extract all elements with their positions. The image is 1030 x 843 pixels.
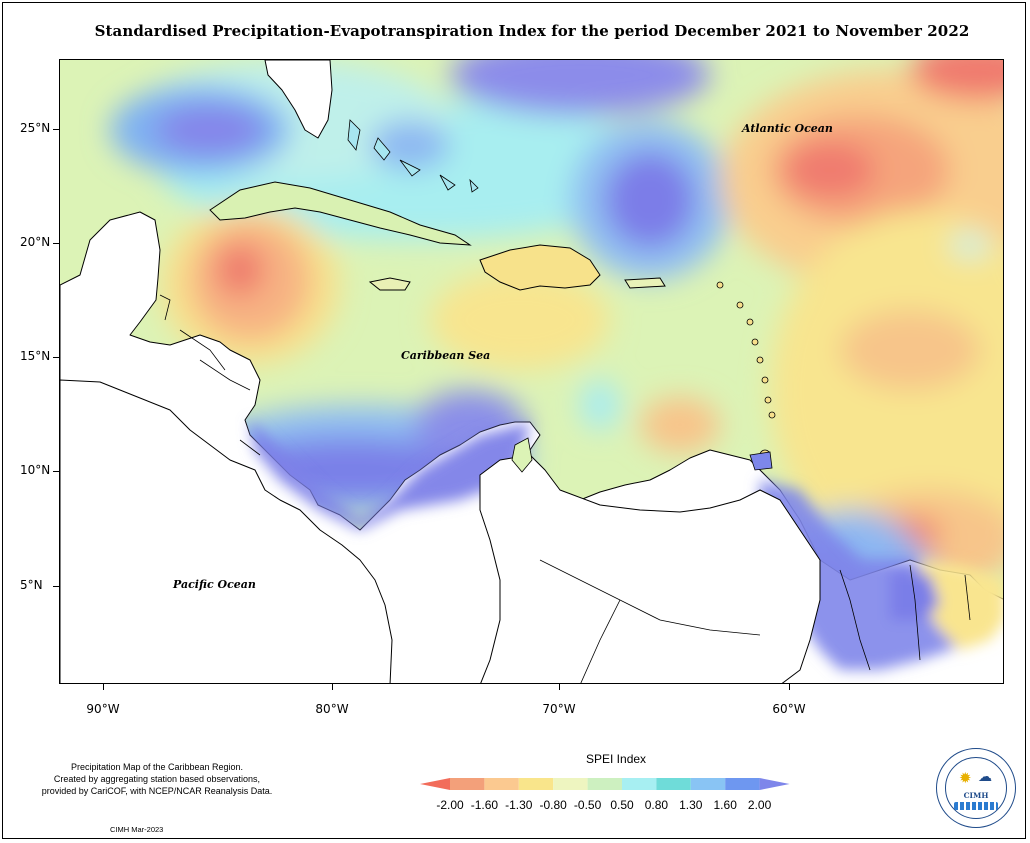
- lat-tick: [53, 471, 59, 472]
- lat-tick: [53, 586, 59, 587]
- legend-label: -1.30: [505, 798, 533, 812]
- legend-labels: -2.00 -1.60 -1.30 -0.80 -0.50 0.50 0.80 1.30 1.6…: [420, 798, 790, 814]
- lat-label-15n: 15°N: [20, 349, 51, 363]
- atlantic-ocean-label: Atlantic Ocean: [742, 122, 833, 135]
- pacific-ocean-label: Pacific Ocean: [173, 578, 256, 591]
- lon-tick: [332, 684, 333, 690]
- lat-label-10n: 10°N: [20, 463, 51, 477]
- spei-map: [59, 59, 1004, 684]
- lat-label-25n: 25°N: [20, 121, 51, 135]
- lon-label-90w: 90°W: [86, 702, 120, 716]
- logo-inner-ring: [945, 757, 1007, 819]
- map-title: Standardised Precipitation-Evapotranspir…: [94, 22, 970, 40]
- lat-tick: [53, 243, 59, 244]
- legend-arrow-low: [420, 778, 450, 790]
- legend-swatch: [450, 778, 485, 790]
- lon-tick: [789, 684, 790, 690]
- legend-swatch: [622, 778, 657, 790]
- legend-arrow-high: [759, 778, 790, 790]
- notes-line-1: Precipitation Map of the Caribbean Regio…: [70, 762, 244, 772]
- legend-label: 1.60: [713, 798, 737, 812]
- legend-swatch: [690, 778, 726, 790]
- waves-icon: [954, 802, 998, 810]
- legend-label: -2.00: [436, 798, 464, 812]
- sun-icon: ✹: [959, 769, 972, 787]
- legend-label: -0.80: [539, 798, 567, 812]
- legend-swatch: [725, 778, 760, 790]
- legend-title: SPEI Index: [586, 752, 647, 766]
- legend-label: 0.50: [610, 798, 634, 812]
- lon-tick: [103, 684, 104, 690]
- legend-swatch: [484, 778, 519, 790]
- notes-line-3: provided by CariCOF, with NCEP/NCAR Rean…: [41, 786, 273, 796]
- credit-line: CIMH Mar-2023: [110, 825, 164, 834]
- lon-label-70w: 70°W: [542, 702, 576, 716]
- lon-label-80w: 80°W: [315, 702, 349, 716]
- legend-swatch: [587, 778, 622, 790]
- lat-tick: [53, 129, 59, 130]
- lat-label-20n: 20°N: [20, 235, 51, 249]
- lat-tick: [53, 357, 59, 358]
- legend-label: -0.50: [573, 798, 602, 812]
- lat-label-5n: 5°N: [20, 578, 43, 592]
- legend-colorbar: [420, 778, 790, 790]
- legend-swatch: [518, 778, 554, 790]
- lon-label-60w: 60°W: [772, 702, 806, 716]
- legend-label: 2.00: [747, 798, 772, 812]
- legend-label: 0.80: [644, 798, 669, 812]
- cimh-logo: ✹ ☁ CIMH: [936, 748, 1016, 828]
- legend-label: -1.60: [470, 798, 499, 812]
- legend-swatch: [553, 778, 588, 790]
- legend-swatch: [656, 778, 691, 790]
- lon-tick: [559, 684, 560, 690]
- logo-abbr: CIMH: [963, 791, 989, 800]
- notes-line-2: Created by aggregating station based obs…: [53, 774, 261, 784]
- spei-field: [60, 60, 1003, 683]
- caribbean-sea-label: Caribbean Sea: [401, 349, 491, 362]
- cloud-icon: ☁: [978, 769, 992, 785]
- source-notes: Precipitation Map of the Caribbean Regio…: [12, 761, 302, 797]
- legend-label: 1.30: [679, 798, 703, 812]
